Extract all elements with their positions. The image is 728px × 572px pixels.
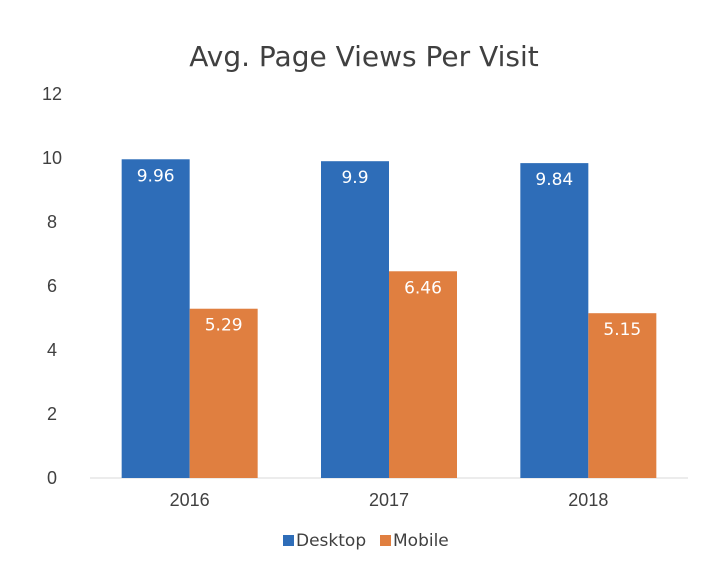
x-tick-label: 2018 xyxy=(568,490,608,510)
data-label: 9.84 xyxy=(535,170,573,190)
chart-title: Avg. Page Views Per Visit xyxy=(189,40,538,73)
bar-mobile-2016 xyxy=(189,308,258,478)
x-axis-labels: 2016 2017 2018 xyxy=(170,490,609,510)
legend-label-mobile: Mobile xyxy=(393,531,449,551)
y-axis-ticks: 0 2 4 6 8 10 12 xyxy=(42,84,62,488)
x-tick-label: 2017 xyxy=(369,490,409,510)
y-tick-label: 12 xyxy=(42,84,62,104)
y-tick-label: 2 xyxy=(47,404,57,424)
legend-label-desktop: Desktop xyxy=(296,531,366,551)
data-label: 5.29 xyxy=(205,316,243,336)
bar-desktop-2018 xyxy=(520,163,589,478)
data-labels: 9.96 5.29 9.9 6.46 9.84 5.15 xyxy=(137,166,642,340)
data-label: 5.15 xyxy=(603,320,641,340)
data-label: 6.46 xyxy=(404,278,442,298)
data-label: 9.96 xyxy=(137,166,175,186)
legend-swatch-desktop xyxy=(283,535,294,546)
bars-group xyxy=(121,159,657,478)
bar-mobile-2017 xyxy=(389,271,457,478)
bar-mobile-2018 xyxy=(588,313,657,478)
y-tick-label: 8 xyxy=(47,212,57,232)
legend-swatch-mobile xyxy=(380,535,391,546)
y-tick-label: 6 xyxy=(47,276,57,296)
bar-desktop-2017 xyxy=(321,161,389,478)
y-tick-label: 0 xyxy=(47,468,57,488)
data-label: 9.9 xyxy=(341,168,368,188)
x-tick-label: 2016 xyxy=(170,490,210,510)
bar-desktop-2016 xyxy=(121,159,190,478)
y-tick-label: 4 xyxy=(47,340,57,360)
legend: Desktop Mobile xyxy=(283,531,449,551)
y-tick-label: 10 xyxy=(42,148,62,168)
